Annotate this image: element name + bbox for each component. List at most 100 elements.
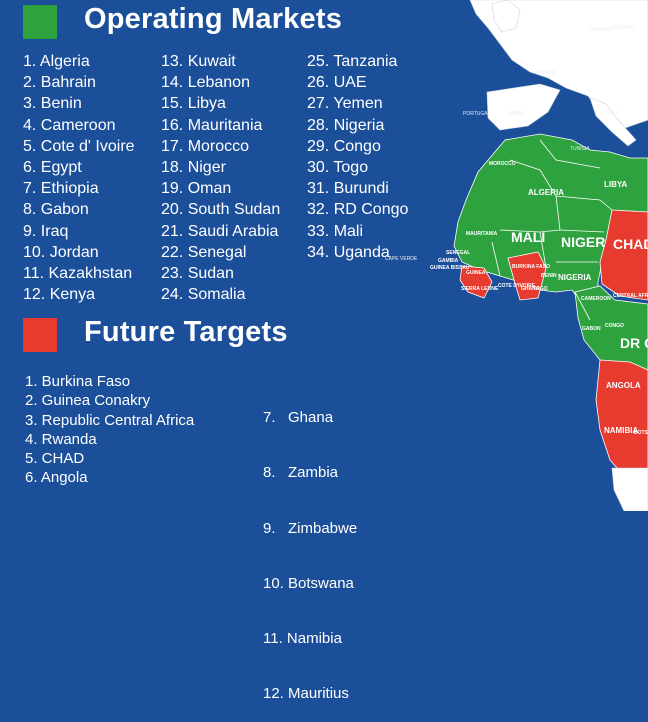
list-item: 26. UAE — [307, 74, 367, 92]
list-item: 12. Mauritius — [263, 685, 349, 703]
europe-landmass — [469, 0, 648, 129]
list-item: 27. Yemen — [307, 95, 383, 113]
southern-africa-red — [595, 359, 648, 477]
list-item: 20. South Sudan — [161, 201, 281, 219]
list-item: 15. Libya — [161, 95, 226, 113]
future-targets-column-1: 1. Burkina Faso 2. Guinea Conakry 3. Rep… — [25, 372, 194, 488]
list-item: 7. Ghana — [263, 409, 334, 426]
burkina-ghana-region — [507, 251, 547, 301]
operating-markets-column-3: 25. Tanzania 26. UAE 27. Yemen 28. Niger… — [307, 51, 408, 263]
list-item: 28. Nigeria — [307, 116, 385, 134]
map-label-south-africa: SOUTH — [616, 478, 644, 487]
list-item: 21. Saudi Arabia — [161, 222, 279, 240]
list-item: 2. Bahrain — [23, 74, 96, 92]
list-item: 33. Mali — [307, 222, 364, 240]
africa-map — [453, 0, 648, 511]
map-label-guinea: GUINEA — [466, 270, 486, 276]
list-item: 19. Oman — [161, 180, 232, 198]
map-label-italy: ITALY — [606, 111, 620, 117]
list-item: 9. Zimbabwe — [263, 519, 358, 537]
list-item: 23. Sudan — [161, 265, 234, 283]
operating-markets-column-2: 13. Kuwait 14. Lebanon 15. Libya 16. Mau… — [161, 51, 280, 305]
map-label-portugal: PORTUGAL — [463, 111, 491, 117]
list-item: 11. Kazakhstan — [23, 265, 133, 283]
list-item: 3. Benin — [23, 95, 82, 113]
future-targets-swatch — [23, 318, 57, 352]
britain-landmass — [491, 0, 521, 33]
italy-landmass — [589, 97, 637, 147]
map-label-senegal: SENEGAL — [446, 250, 471, 256]
list-item: 18. Niger — [161, 159, 226, 177]
operating-markets-title: Operating Markets — [84, 3, 343, 35]
chad-region — [599, 209, 648, 301]
map-label-morocco: MOROCCO — [489, 161, 516, 167]
list-item: 8. Zambia — [263, 464, 339, 482]
map-label-spain: SPAIN — [508, 111, 523, 117]
south-africa-landmass — [611, 467, 648, 511]
map-label-guinea-bissau: GUINEA BISSAU — [430, 265, 470, 271]
list-item: 22. Senegal — [161, 243, 247, 261]
iberia-landmass — [486, 83, 561, 131]
map-label-congo: CONGO — [605, 323, 624, 329]
list-item: 1. Burkina Faso — [25, 373, 131, 390]
map-label-cameroon: CAMEROON — [581, 296, 611, 302]
map-label-botswana: BOTS — [634, 430, 648, 436]
list-item: 7. Ethiopia — [23, 180, 99, 198]
map-label-sierra-leone: SIERRA LEONE — [461, 286, 499, 292]
map-label-poland: POLAND — [614, 25, 635, 31]
list-item: 17. Morocco — [161, 137, 250, 155]
map-label-benin: BENIN — [541, 273, 557, 279]
list-item: 11. Namibia — [263, 630, 342, 648]
map-label-gambia: GAMBIA — [438, 258, 459, 264]
list-item: 14. Lebanon — [161, 74, 250, 92]
map-label-ghana: GHANA — [521, 286, 540, 292]
list-item: 16. Mauritania — [161, 116, 263, 134]
list-item: 31. Burundi — [307, 180, 389, 198]
list-item: 25. Tanzania — [307, 53, 398, 70]
map-label-germany: GERMANY — [590, 27, 616, 33]
map-label-cape-verde: CAPE VERDE — [385, 256, 418, 262]
map-label-namibia: NAMIBIA — [604, 426, 639, 435]
map-label-nigeria: NIGERIA — [558, 273, 592, 282]
list-item: 5. CHAD — [25, 450, 85, 468]
list-item: 13. Kuwait — [161, 53, 236, 70]
future-targets-title: Future Targets — [84, 316, 288, 348]
map-label-angola: ANGOLA — [606, 381, 641, 390]
list-item: 10. Jordan — [23, 243, 99, 261]
country-borders — [491, 139, 613, 321]
list-item: 5. Cote d' Ivoire — [23, 137, 135, 155]
list-item: 4. Rwanda — [25, 430, 97, 448]
operating-markets-swatch — [23, 5, 57, 39]
list-item: 2. Guinea Conakry — [25, 392, 151, 410]
map-label-cote-divoire: COTE D'IVOIRE — [498, 283, 536, 289]
map-label-libya: LIBYA — [604, 180, 628, 189]
map-label-gabon: GABON — [582, 326, 601, 332]
list-item: 6. Angola — [25, 469, 88, 487]
guinea-region — [459, 265, 493, 299]
map-label-mali: MALI — [511, 229, 546, 245]
list-item: 10. Botswana — [263, 574, 354, 592]
list-item: 9. Iraq — [23, 222, 69, 240]
future-targets-column-2: 7. Ghana 8. Zambia 9. Zimbabwe 10. Botsw… — [263, 372, 357, 722]
list-item: 12. Kenya — [23, 286, 96, 304]
list-item: 8. Gabon — [23, 201, 89, 219]
map-label-algeria: ALGERIA — [528, 188, 564, 197]
map-label-france: FRANCE — [536, 70, 557, 76]
list-item: 6. Egypt — [23, 159, 82, 177]
list-item: 30. Togo — [307, 159, 369, 177]
list-item: 4. Cameroon — [23, 116, 116, 134]
list-item: 3. Republic Central Africa — [25, 411, 195, 429]
list-item: 24. Somalia — [161, 286, 246, 304]
list-item: 29. Congo — [307, 137, 381, 155]
list-item: 34. Uganda — [307, 243, 390, 261]
map-label-burkina-faso: BURKINA FASO — [512, 264, 550, 270]
map-label-chad: CHAD — [613, 236, 648, 252]
operating-markets-column-1: 1. Algeria 2. Bahrain 3. Benin 4. Camero… — [23, 51, 135, 305]
map-label-togo: TOGO — [533, 286, 548, 292]
map-label-niger: NIGER — [561, 234, 606, 250]
map-label-dr-congo: DR CO — [620, 335, 648, 351]
map-label-mauritania: MAURITANIA — [466, 231, 498, 237]
list-item: 1. Algeria — [23, 53, 90, 70]
map-label-central-africa: CENTRAL AFRICA — [613, 293, 648, 299]
map-label-tunisia: TUNISIA — [570, 146, 590, 152]
